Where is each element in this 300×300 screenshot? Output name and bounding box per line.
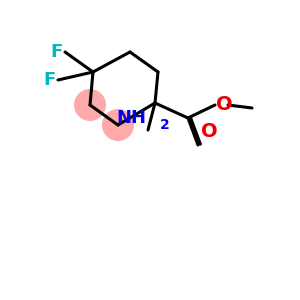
Text: NH: NH (116, 109, 146, 127)
Circle shape (102, 109, 134, 141)
Text: O: O (216, 95, 232, 115)
Text: 2: 2 (160, 118, 170, 132)
Circle shape (74, 89, 106, 121)
Text: F: F (44, 71, 56, 89)
Text: F: F (51, 43, 63, 61)
Text: O: O (201, 122, 217, 141)
